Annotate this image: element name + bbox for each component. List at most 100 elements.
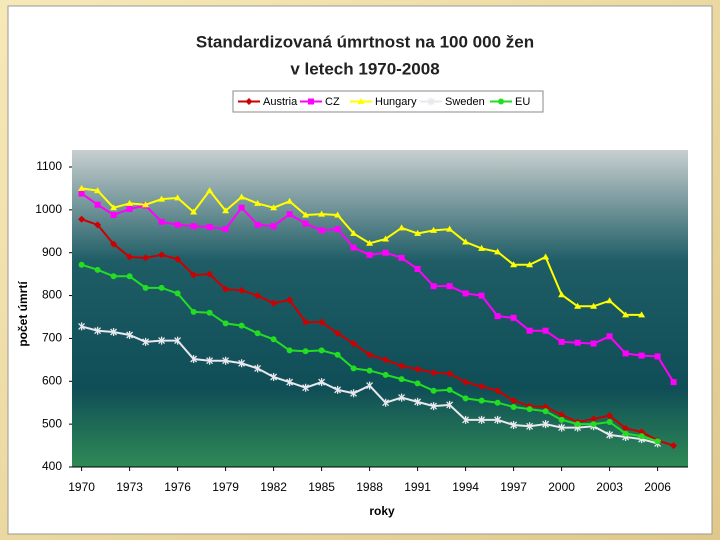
data-point <box>94 326 102 335</box>
data-point <box>654 353 661 360</box>
data-point <box>398 362 406 370</box>
data-point <box>94 221 102 229</box>
x-tick-label: 1988 <box>356 480 383 494</box>
data-point <box>478 244 486 251</box>
data-point <box>606 419 613 425</box>
data-point <box>158 195 166 202</box>
data-point <box>334 211 342 218</box>
data-point <box>414 266 421 272</box>
data-point <box>590 415 598 423</box>
chart-title: Standardizovaná úmrtnost na 100 000 žen <box>196 32 534 51</box>
data-point <box>430 226 438 233</box>
data-point <box>606 412 614 420</box>
data-point <box>670 442 678 450</box>
data-point <box>558 291 566 298</box>
y-tick-label: 1000 <box>35 202 62 216</box>
data-point <box>446 400 454 409</box>
data-point <box>638 433 645 440</box>
data-point <box>254 330 261 337</box>
x-tick-label: 2003 <box>596 480 623 494</box>
data-point <box>526 327 533 334</box>
data-point <box>638 352 645 359</box>
data-point <box>174 290 181 297</box>
data-point <box>142 201 150 208</box>
data-point <box>414 365 422 373</box>
data-point <box>366 381 374 390</box>
data-point <box>382 235 390 242</box>
data-point <box>238 193 246 200</box>
data-point <box>286 347 293 354</box>
y-tick-label: 400 <box>42 459 62 473</box>
data-point <box>270 204 278 211</box>
data-point <box>270 299 278 307</box>
data-point <box>142 284 149 291</box>
data-point <box>206 309 213 316</box>
data-point <box>382 398 390 407</box>
data-point <box>302 211 310 218</box>
data-point <box>302 220 309 227</box>
y-axis-label: počet úmrtí <box>16 281 30 347</box>
data-point <box>94 201 101 208</box>
data-point <box>398 254 405 261</box>
data-point <box>238 359 246 368</box>
data-point <box>430 402 438 411</box>
data-point <box>622 350 629 357</box>
data-point <box>622 430 629 437</box>
data-point <box>478 382 486 390</box>
data-point <box>238 322 245 329</box>
data-point <box>574 421 581 428</box>
data-point <box>462 290 469 297</box>
data-point <box>590 340 597 347</box>
y-tick-label: 800 <box>42 288 62 302</box>
chart-title: v letech 1970-2008 <box>290 59 439 78</box>
y-tick-label: 600 <box>42 373 62 387</box>
data-point <box>366 239 374 246</box>
data-point <box>286 211 293 218</box>
data-point <box>318 210 326 217</box>
legend-label: Hungary <box>375 96 417 108</box>
data-point <box>462 395 469 402</box>
data-point <box>334 385 342 394</box>
data-point <box>254 199 262 206</box>
data-point <box>126 253 134 261</box>
data-point <box>446 225 454 232</box>
data-point <box>206 187 214 194</box>
data-point <box>430 369 438 377</box>
data-point <box>462 415 470 424</box>
data-point <box>510 421 518 429</box>
data-point <box>126 206 133 212</box>
data-point <box>462 238 470 245</box>
data-point <box>174 194 182 201</box>
data-point <box>670 379 677 386</box>
legend-label: Austria <box>263 96 298 108</box>
x-tick-label: 2006 <box>644 480 671 494</box>
data-point <box>78 322 86 331</box>
data-point <box>254 364 262 373</box>
data-point <box>142 254 150 262</box>
data-point <box>606 333 613 340</box>
data-point <box>334 226 341 233</box>
x-axis-label: roky <box>369 504 395 518</box>
data-point <box>302 383 310 392</box>
data-point <box>542 420 550 429</box>
data-point <box>78 261 85 268</box>
series-line <box>81 218 674 447</box>
data-point <box>382 371 389 378</box>
data-point <box>254 221 261 228</box>
data-point <box>190 308 197 315</box>
data-point <box>510 261 518 268</box>
data-point <box>478 415 486 424</box>
x-tick-label: 1976 <box>164 480 191 494</box>
data-point <box>446 283 453 290</box>
data-point <box>638 428 646 436</box>
data-point <box>382 356 390 364</box>
data-point <box>78 215 86 223</box>
data-point <box>190 355 198 363</box>
data-point <box>350 340 358 348</box>
data-point <box>78 190 85 197</box>
data-point <box>350 229 358 236</box>
data-point <box>494 399 501 406</box>
data-point <box>302 348 309 355</box>
data-point <box>558 411 566 419</box>
data-point <box>94 266 101 273</box>
